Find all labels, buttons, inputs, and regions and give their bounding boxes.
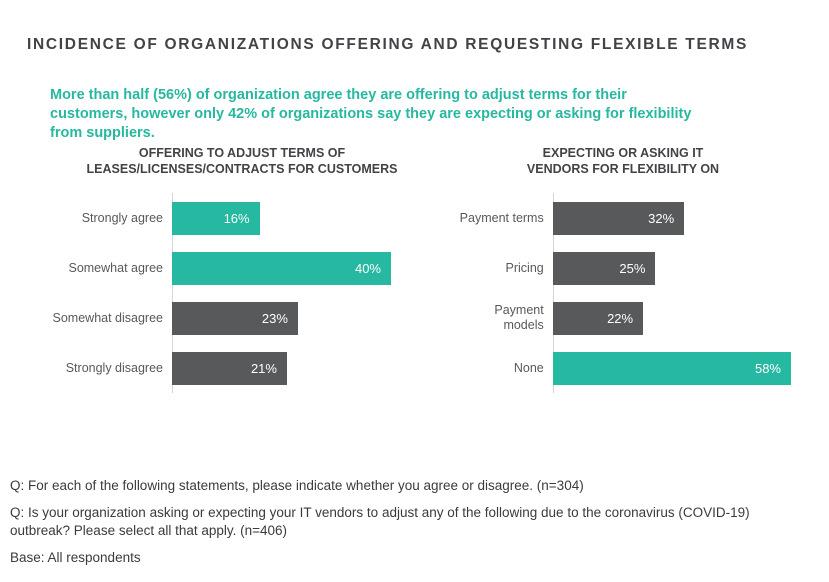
footnote-question-2: Q: Is your organization asking or expect… <box>10 505 750 538</box>
category-label: Payment models <box>494 303 544 332</box>
category-label: Strongly disagree <box>65 360 163 375</box>
bar: 21% <box>172 351 287 385</box>
chart-title: OFFERING TO ADJUST TERMS OF LEASES/LICEN… <box>86 146 398 176</box>
category-label: Pricing <box>505 260 544 275</box>
bar-value-label: 40% <box>354 260 381 276</box>
bar-row: Pricing 25% <box>455 243 791 293</box>
bar: 23% <box>172 301 298 335</box>
bar-value-label: 21% <box>250 360 277 376</box>
chart-plot-area: Strongly agree 16% Somewhat agree 40% Somewh… <box>50 193 434 393</box>
y-axis-line <box>172 193 173 393</box>
category-label: Payment terms <box>459 210 544 225</box>
bar-track: 23% <box>172 301 391 335</box>
chart-title: EXPECTING OR ASKING IT VENDORS FOR FLEXI… <box>526 146 720 176</box>
bar-track: 32% <box>552 201 791 235</box>
bar: 25% <box>552 251 656 285</box>
bar: 58% <box>552 351 791 385</box>
bar-row: None 58% <box>455 343 791 393</box>
bar: 32% <box>552 201 685 235</box>
chart-offering-to-adjust-terms: OFFERING TO ADJUST TERMS OF LEASES/LICEN… <box>50 146 434 393</box>
bar-value-label: 22% <box>607 310 634 326</box>
category-label: None <box>513 360 544 375</box>
category-label: Somewhat agree <box>68 260 163 275</box>
bar-track: 22% <box>552 301 791 335</box>
bar-track: 21% <box>172 351 391 385</box>
bar-row: Payment models 22% <box>455 293 791 343</box>
footnote-base: Base: All respondents <box>10 550 141 565</box>
chart-subtitle-callout: More than half (56%) of organization agr… <box>50 87 692 141</box>
bar-value-label: 32% <box>648 210 675 226</box>
chart-expecting-or-asking-vendors: EXPECTING OR ASKING IT VENDORS FOR FLEXI… <box>455 146 791 393</box>
bar-value-label: 58% <box>754 360 781 376</box>
bar-row: Somewhat agree 40% <box>50 243 434 293</box>
category-label: Somewhat disagree <box>52 310 163 325</box>
bar-row: Somewhat disagree 23% <box>50 293 434 343</box>
y-axis-line <box>553 193 554 393</box>
bar: 16% <box>172 201 260 235</box>
bar-track: 58% <box>552 351 791 385</box>
footnote-question-1: Q: For each of the following statements,… <box>10 478 584 493</box>
bar-track: 40% <box>172 251 391 285</box>
bar-track: 25% <box>552 251 791 285</box>
bar-rows: Strongly agree 16% Somewhat agree 40% Somewh… <box>50 193 434 393</box>
bar-row: Payment terms 32% <box>455 193 791 243</box>
chart-plot-area: Payment terms 32% Pricing 25% Payment models… <box>455 193 791 393</box>
bar-row: Strongly agree 16% <box>50 193 434 243</box>
bar: 22% <box>552 301 644 335</box>
category-label: Strongly agree <box>81 210 163 225</box>
page-title: INCIDENCE OF ORGANIZATIONS OFFERING AND … <box>27 36 749 53</box>
bar-rows: Payment terms 32% Pricing 25% Payment models… <box>455 193 791 393</box>
bar-value-label: 23% <box>261 310 288 326</box>
bar-value-label: 16% <box>223 210 250 226</box>
bar-row: Strongly disagree 21% <box>50 343 434 393</box>
bar: 40% <box>172 251 391 285</box>
bar-track: 16% <box>172 201 391 235</box>
footnotes: Q: For each of the following statements,… <box>10 477 780 576</box>
bar-value-label: 25% <box>619 260 646 276</box>
